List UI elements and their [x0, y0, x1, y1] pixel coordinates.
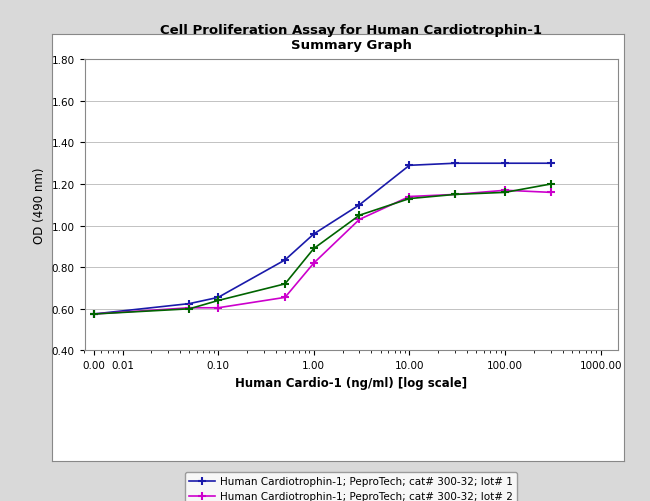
Human Cardiotrophin-1; PeproTech; cat# 300-32; lot# 1: [185, 301, 193, 307]
Human Cardiotrophin-1; Competitor: [310, 246, 318, 252]
Human Cardiotrophin-1; PeproTech; cat# 300-32; lot# 1: [90, 312, 97, 318]
Human Cardiotrophin-1; PeproTech; cat# 300-32; lot# 2: [281, 295, 289, 301]
Human Cardiotrophin-1; Competitor: [281, 281, 289, 287]
Human Cardiotrophin-1; Competitor: [451, 192, 459, 198]
Human Cardiotrophin-1; PeproTech; cat# 300-32; lot# 2: [451, 192, 459, 198]
X-axis label: Human Cardio-1 (ng/ml) [log scale]: Human Cardio-1 (ng/ml) [log scale]: [235, 376, 467, 389]
Human Cardiotrophin-1; PeproTech; cat# 300-32; lot# 2: [90, 312, 97, 318]
Human Cardiotrophin-1; PeproTech; cat# 300-32; lot# 1: [214, 295, 222, 301]
Human Cardiotrophin-1; Competitor: [547, 182, 554, 188]
Line: Human Cardiotrophin-1; PeproTech; cat# 300-32; lot# 2: Human Cardiotrophin-1; PeproTech; cat# 3…: [90, 187, 555, 319]
Human Cardiotrophin-1; PeproTech; cat# 300-32; lot# 2: [406, 194, 413, 200]
Human Cardiotrophin-1; PeproTech; cat# 300-32; lot# 2: [185, 305, 193, 311]
Human Cardiotrophin-1; PeproTech; cat# 300-32; lot# 2: [356, 217, 363, 223]
Human Cardiotrophin-1; PeproTech; cat# 300-32; lot# 2: [547, 190, 554, 196]
Y-axis label: OD (490 nm): OD (490 nm): [33, 167, 46, 243]
Human Cardiotrophin-1; Competitor: [501, 190, 509, 196]
Human Cardiotrophin-1; PeproTech; cat# 300-32; lot# 2: [214, 305, 222, 311]
Human Cardiotrophin-1; Competitor: [185, 306, 193, 312]
Human Cardiotrophin-1; PeproTech; cat# 300-32; lot# 2: [501, 188, 509, 194]
Title: Cell Proliferation Assay for Human Cardiotrophin-1
Summary Graph: Cell Proliferation Assay for Human Cardi…: [160, 24, 542, 52]
Human Cardiotrophin-1; PeproTech; cat# 300-32; lot# 1: [406, 163, 413, 169]
Human Cardiotrophin-1; PeproTech; cat# 300-32; lot# 1: [281, 258, 289, 264]
Line: Human Cardiotrophin-1; Competitor: Human Cardiotrophin-1; Competitor: [90, 180, 555, 319]
Human Cardiotrophin-1; Competitor: [90, 312, 97, 318]
Line: Human Cardiotrophin-1; PeproTech; cat# 300-32; lot# 1: Human Cardiotrophin-1; PeproTech; cat# 3…: [90, 160, 555, 319]
Human Cardiotrophin-1; Competitor: [406, 196, 413, 202]
Human Cardiotrophin-1; PeproTech; cat# 300-32; lot# 1: [501, 161, 509, 167]
Human Cardiotrophin-1; PeproTech; cat# 300-32; lot# 1: [451, 161, 459, 167]
Human Cardiotrophin-1; Competitor: [356, 213, 363, 219]
Human Cardiotrophin-1; PeproTech; cat# 300-32; lot# 2: [310, 261, 318, 267]
Human Cardiotrophin-1; PeproTech; cat# 300-32; lot# 1: [310, 231, 318, 237]
Human Cardiotrophin-1; PeproTech; cat# 300-32; lot# 1: [547, 161, 554, 167]
Legend: Human Cardiotrophin-1; PeproTech; cat# 300-32; lot# 1, Human Cardiotrophin-1; Pe: Human Cardiotrophin-1; PeproTech; cat# 3…: [185, 472, 517, 501]
Human Cardiotrophin-1; Competitor: [214, 298, 222, 304]
Human Cardiotrophin-1; PeproTech; cat# 300-32; lot# 1: [356, 202, 363, 208]
